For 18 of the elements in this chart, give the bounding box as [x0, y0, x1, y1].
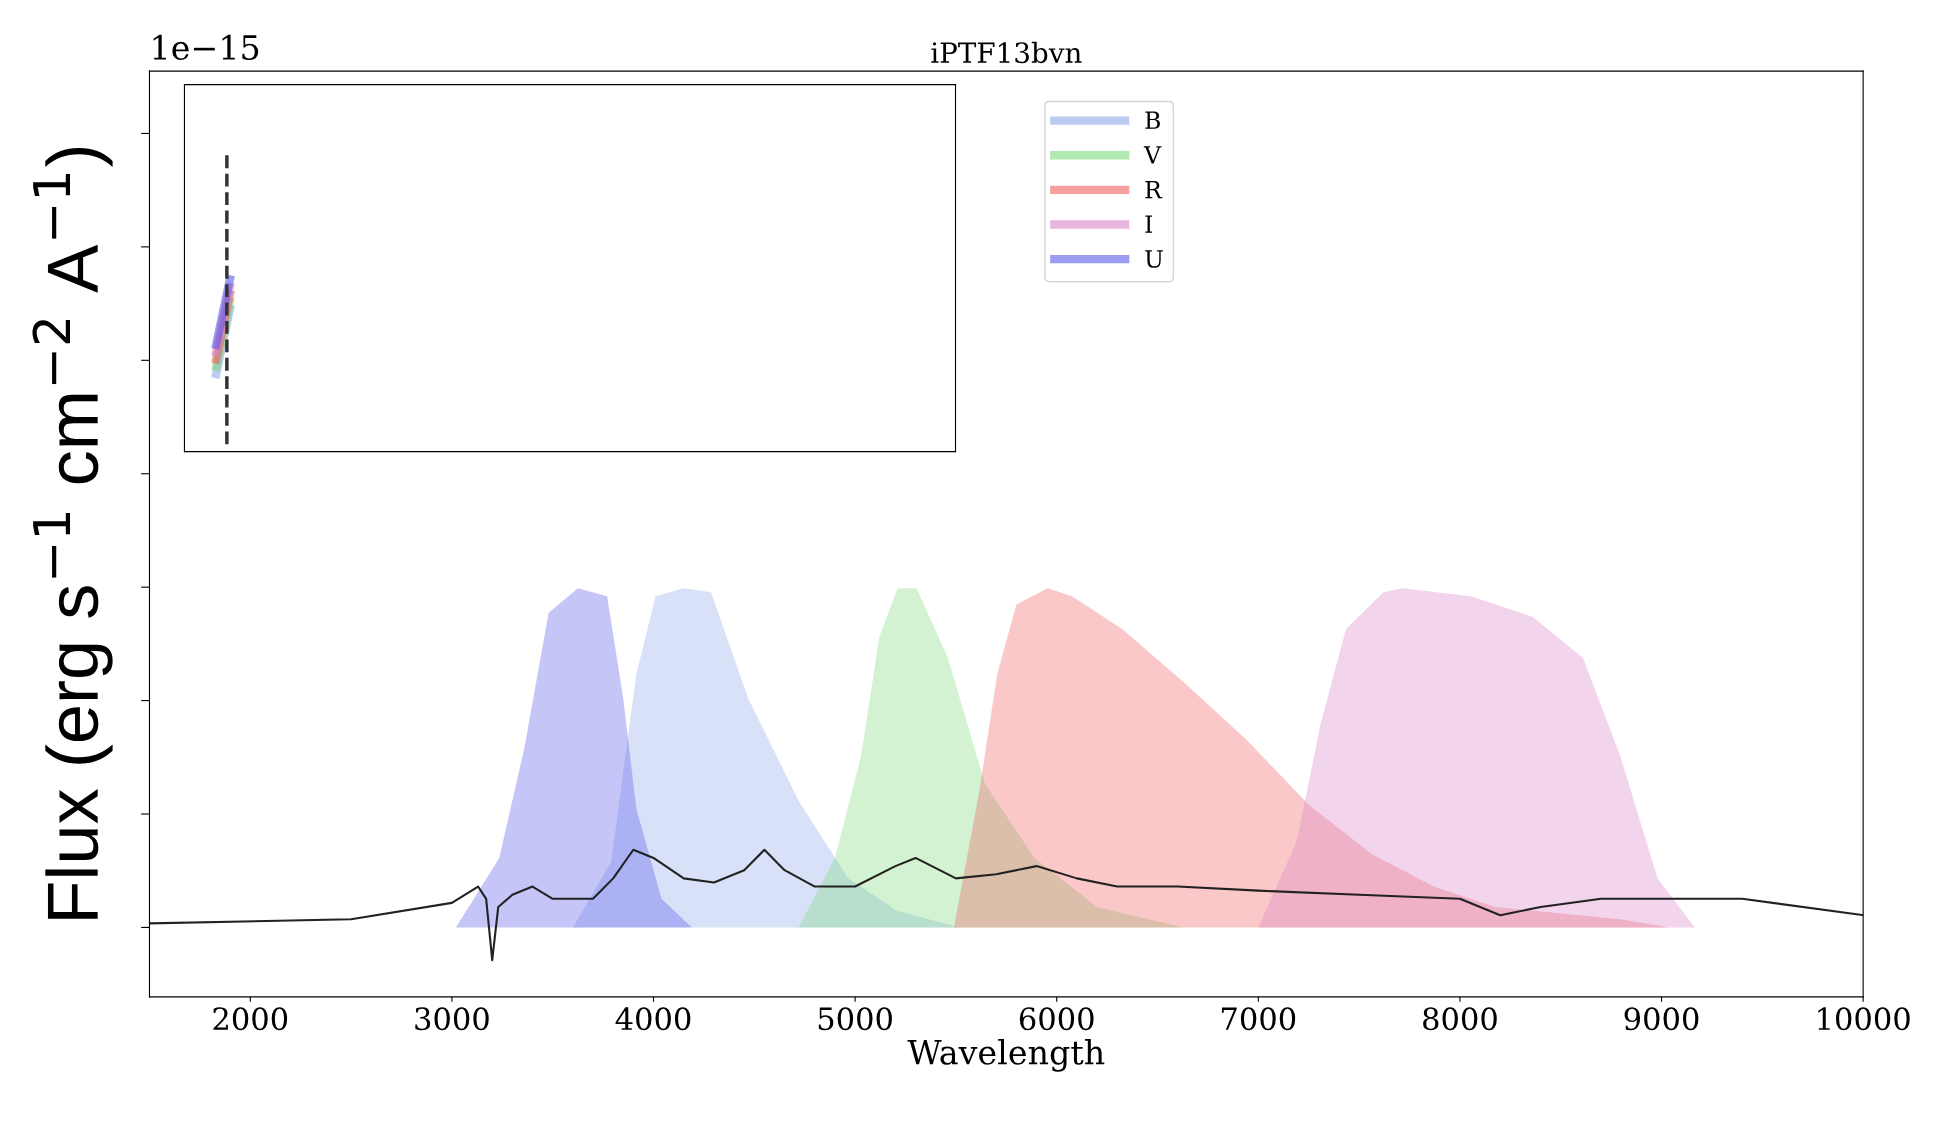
x-tick-label: 7000	[1222, 1007, 1296, 1031]
y-axis-title: Flux (erg s$^{−1}$ cm$^{−2}$ A$^{−1}$)	[32, 147, 113, 919]
legend-label: R	[1145, 180, 1163, 199]
text: 1e−15	[153, 34, 259, 61]
legend-label: I	[1145, 215, 1153, 233]
legend-label: B	[1145, 111, 1160, 129]
x-tick-label: 4000	[615, 1007, 691, 1031]
x-tick-label: 3000	[415, 1007, 489, 1031]
x-tick-label: 2000	[213, 1007, 288, 1031]
x-tick-label: 10000	[1818, 1007, 1910, 1031]
x-tick-label: 8000	[1423, 1007, 1497, 1031]
legend-label: V	[1143, 146, 1162, 164]
chart-title: iPTF13bvn	[931, 41, 1082, 64]
x-tick-label: 9000	[1624, 1007, 1699, 1031]
x-axis-title: Wavelength	[907, 1038, 1105, 1072]
x-tick-label: 5000	[818, 1007, 892, 1031]
legend-label: U	[1145, 250, 1163, 268]
x-tick-label: 6000	[1019, 1007, 1094, 1031]
